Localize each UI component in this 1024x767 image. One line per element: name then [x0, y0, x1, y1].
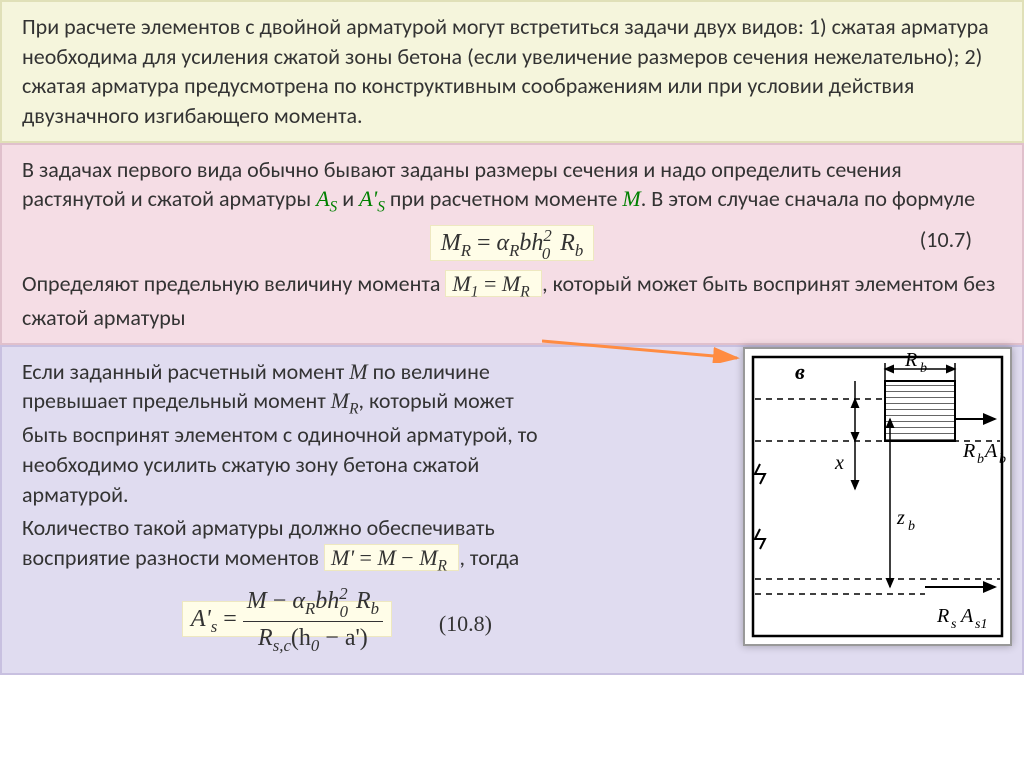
case1-box: В задачах первого вида обычно бывают зад… [0, 143, 1024, 345]
intro-text: При расчете элементов с двойной арматуро… [22, 13, 989, 129]
t: − a') [319, 625, 368, 651]
t: = [354, 545, 377, 570]
formula-number-108: (10.8) [439, 609, 492, 639]
t: R [438, 558, 447, 575]
formula-107: MR = αRbh20Rb [22, 225, 1002, 262]
case-exceed-box: Если заданный расчетный момент М по вели… [0, 345, 1024, 676]
t: M [377, 545, 395, 570]
case1-para1: В задачах первого вида обычно бывают зад… [22, 155, 1002, 219]
t: M [247, 588, 267, 614]
t: bh [519, 230, 543, 256]
t: R [258, 625, 273, 651]
t: α [497, 230, 510, 256]
formula-row-108: A's = M − αRbh20Rb Rs,c(h0 − a') (10.8) [22, 583, 552, 657]
formula-row-107: (10.7) MR = αRbh20Rb [22, 225, 1002, 269]
svg-text:A: A [983, 440, 998, 462]
inline-formula-Mprime: M' = M − MR [324, 544, 459, 571]
t: R [520, 283, 529, 300]
t: M [419, 545, 437, 570]
symbol-As: AS [316, 186, 337, 211]
intro-box: При расчете элементов с двойной арматуро… [0, 0, 1024, 143]
t: = [478, 271, 501, 296]
t: R [356, 588, 371, 614]
t: R [305, 599, 315, 618]
t: M [441, 230, 461, 256]
svg-text:z: z [896, 507, 905, 529]
t: 2 [543, 226, 551, 245]
t: b [371, 599, 379, 618]
formula-107-body: MR = αRbh20Rb [430, 225, 595, 261]
svg-text:s1: s1 [975, 617, 987, 632]
t: 2 [339, 584, 347, 603]
t: , тогда [459, 544, 519, 571]
t: − [267, 588, 293, 614]
case1-para2: Определяют предельную величину момента M… [22, 269, 1002, 333]
symbol-M: М [622, 186, 640, 211]
callout-arrow [542, 333, 742, 363]
t: M [502, 271, 520, 296]
formula-108: A's = M − αRbh20Rb Rs,c(h0 − a') (10.8) [22, 583, 552, 657]
svg-text:b: b [920, 361, 927, 376]
t: Если заданный расчетный момент [22, 358, 349, 385]
t: и [337, 185, 359, 212]
symbol-M: М [349, 359, 367, 384]
t: (h [291, 625, 311, 651]
t: М [331, 388, 349, 413]
svg-text:s: s [951, 617, 957, 632]
case-exceed-para2: Количество такой арматуры должно обеспеч… [22, 513, 552, 577]
case-exceed-para1: Если заданный расчетный момент М по вели… [22, 357, 552, 510]
t: s [211, 617, 218, 636]
t: M' [331, 545, 354, 570]
t: R [349, 401, 358, 418]
formula-108-body: A's = M − αRbh20Rb Rs,c(h0 − a') [182, 601, 392, 637]
t: = [223, 606, 243, 632]
t: A [316, 186, 329, 211]
t: M [452, 271, 470, 296]
t: R [509, 240, 519, 259]
t: А' [359, 186, 377, 211]
formula-number-107: (10.7) [920, 225, 972, 255]
t: при расчетном моменте [385, 185, 622, 212]
svg-text:b: b [908, 519, 915, 534]
t: 0 [340, 602, 348, 621]
t: b [575, 240, 583, 259]
t: R [560, 230, 575, 256]
t: bh [315, 588, 339, 614]
inline-formula-M1-MR: M1 = MR [445, 270, 542, 297]
t: S [377, 199, 385, 216]
t: Определяют предельную величину момента [22, 270, 445, 297]
t: − [396, 545, 419, 570]
stress-diagram: в R b x z b [743, 347, 1012, 646]
diagram-label-v: в [795, 359, 805, 384]
symbol-Aprime-s: А'S [359, 186, 385, 211]
svg-text:R: R [904, 349, 917, 371]
symbol-MR: МR [331, 388, 359, 413]
svg-text:R: R [936, 605, 949, 627]
t: A' [191, 606, 211, 632]
svg-text:x: x [834, 452, 844, 474]
t: R [461, 240, 471, 259]
t: s,c [273, 636, 291, 655]
t: α [292, 588, 305, 614]
svg-text:R: R [962, 440, 975, 462]
stress-diagram-svg: в R b x z b [745, 349, 1010, 644]
svg-text:A: A [959, 605, 974, 627]
t: = [477, 230, 497, 256]
t: 0 [542, 244, 550, 263]
svg-text:b: b [999, 452, 1006, 467]
t: . В этом случае сначала по формуле [641, 185, 975, 212]
svg-text:b: b [977, 452, 984, 467]
